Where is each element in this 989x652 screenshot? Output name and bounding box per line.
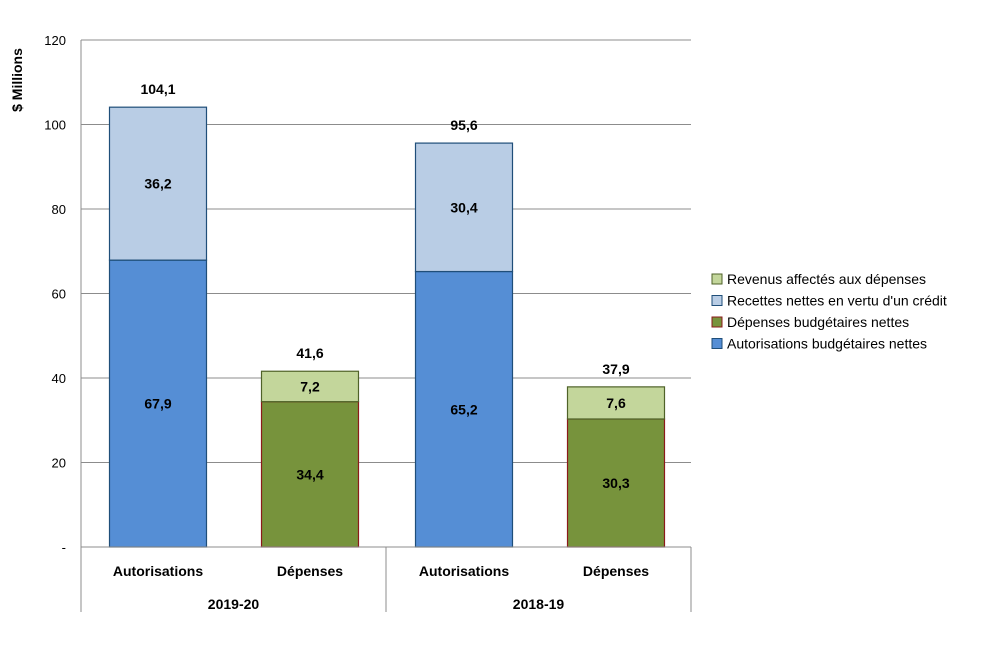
legend-swatch xyxy=(711,338,723,349)
bar-segment-recettes-nettes-en-vertu-d-un-credit xyxy=(108,106,208,261)
y-tick-label: 60 xyxy=(52,287,66,302)
bar-total-label: 37,9 xyxy=(602,361,629,377)
x-category-label: Autorisations xyxy=(419,563,509,579)
data-label: 30,4 xyxy=(450,199,477,215)
x-category-label: Dépenses xyxy=(583,563,649,579)
legend-label: Revenus affectés aux dépenses xyxy=(727,271,926,287)
y-tick-label: 100 xyxy=(44,118,66,133)
data-label: 30,3 xyxy=(602,475,629,491)
x-group-label: 2018-19 xyxy=(513,596,565,612)
bar-segment-depenses-budgetaires-nettes xyxy=(566,418,666,548)
legend-swatch xyxy=(711,316,723,328)
legend-item: Recettes nettes en vertu d'un crédit xyxy=(711,293,947,309)
x-category-label: Autorisations xyxy=(113,563,203,579)
bar-total-label: 41,6 xyxy=(296,345,323,361)
y-tick-label: 40 xyxy=(52,371,66,386)
legend-label: Recettes nettes en vertu d'un crédit xyxy=(727,293,947,309)
data-label: 65,2 xyxy=(450,401,477,417)
data-label: 7,2 xyxy=(300,378,320,394)
y-axis-label: $ Millions xyxy=(9,48,25,112)
y-tick-label: - xyxy=(62,540,66,555)
x-group-label: 2019-20 xyxy=(208,596,260,612)
x-category-label: Dépenses xyxy=(277,563,343,579)
legend-item: Autorisations budgétaires nettes xyxy=(711,336,927,352)
bar-segment-revenus-affectes-aux-depenses xyxy=(260,370,360,403)
bar-segment-autorisations-budgetaires-nettes xyxy=(414,270,514,548)
data-label: 67,9 xyxy=(144,396,171,412)
y-tick-label: 120 xyxy=(44,33,66,48)
data-label: 7,6 xyxy=(606,395,626,411)
y-tick-label: 20 xyxy=(52,456,66,471)
data-label: 34,4 xyxy=(296,466,323,482)
legend-swatch xyxy=(711,273,723,285)
bar-segment-recettes-nettes-en-vertu-d-un-credit xyxy=(414,142,514,273)
legend-label: Autorisations budgétaires nettes xyxy=(727,336,927,352)
legend-item: Dépenses budgétaires nettes xyxy=(711,314,909,330)
bar-total-label: 95,6 xyxy=(450,117,477,133)
y-tick-label: 80 xyxy=(52,202,66,217)
legend-swatch xyxy=(711,295,723,306)
data-label: 36,2 xyxy=(144,176,171,192)
legend-label: Dépenses budgétaires nettes xyxy=(727,314,909,330)
bar-segment-revenus-affectes-aux-depenses xyxy=(566,386,666,420)
bar-total-label: 104,1 xyxy=(140,81,175,97)
bar-segment-depenses-budgetaires-nettes xyxy=(260,401,360,548)
legend-item: Revenus affectés aux dépenses xyxy=(711,271,926,287)
